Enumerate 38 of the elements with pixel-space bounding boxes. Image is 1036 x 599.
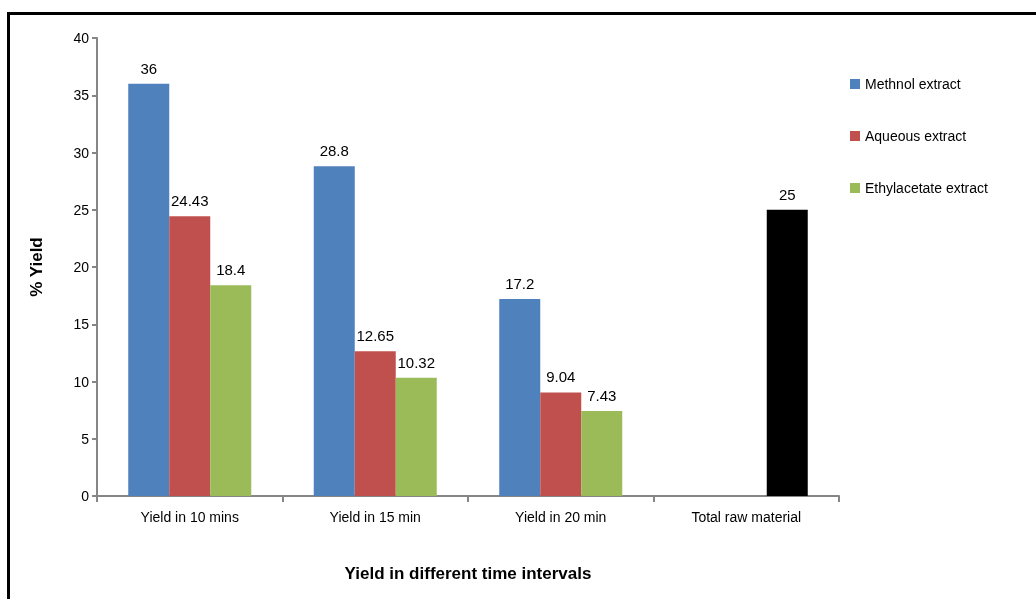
x-tick-label: Yield in 15 min — [329, 509, 421, 525]
data-label: 17.2 — [505, 275, 535, 293]
bar — [210, 285, 252, 496]
y-tick-label: 30 — [73, 144, 90, 161]
bar — [169, 216, 211, 496]
x-tick-label: Yield in 10 mins — [140, 509, 239, 525]
bar — [540, 392, 582, 496]
bar — [313, 166, 355, 496]
y-tick-label: 25 — [73, 201, 90, 218]
data-label: 12.65 — [356, 327, 395, 345]
legend-label: Methnol extract — [865, 76, 961, 92]
data-label: 24.43 — [170, 192, 209, 210]
data-label: 28.8 — [319, 142, 349, 160]
x-axis-title: Yield in different time intervals — [344, 564, 592, 583]
y-tick-label: 35 — [73, 87, 90, 104]
x-tick-label: Yield in 20 min — [515, 509, 607, 525]
data-label: 9.04 — [546, 368, 576, 386]
data-label: 10.32 — [397, 353, 436, 371]
x-tick-label: Total raw material — [691, 509, 802, 525]
y-tick-label: 5 — [81, 430, 90, 447]
legend-label: Ethylacetate extract — [865, 180, 989, 196]
data-label: 25 — [778, 185, 796, 203]
bar — [395, 377, 437, 496]
data-label: 7.43 — [587, 386, 617, 404]
y-tick-label: 10 — [73, 373, 90, 390]
y-tick-label: 15 — [73, 316, 90, 333]
bar — [499, 299, 541, 496]
data-label: 18.4 — [216, 261, 246, 279]
y-tick-label: 0 — [81, 488, 90, 504]
legend-label: Aqueous extract — [865, 128, 967, 144]
bar — [128, 83, 170, 496]
data-label: 36 — [140, 59, 158, 77]
bar — [766, 209, 808, 496]
y-tick-label: 40 — [73, 30, 90, 46]
bar — [581, 410, 623, 496]
y-tick-label: 20 — [73, 259, 90, 275]
bar — [354, 351, 396, 496]
y-axis-title: % Yield — [27, 237, 46, 297]
